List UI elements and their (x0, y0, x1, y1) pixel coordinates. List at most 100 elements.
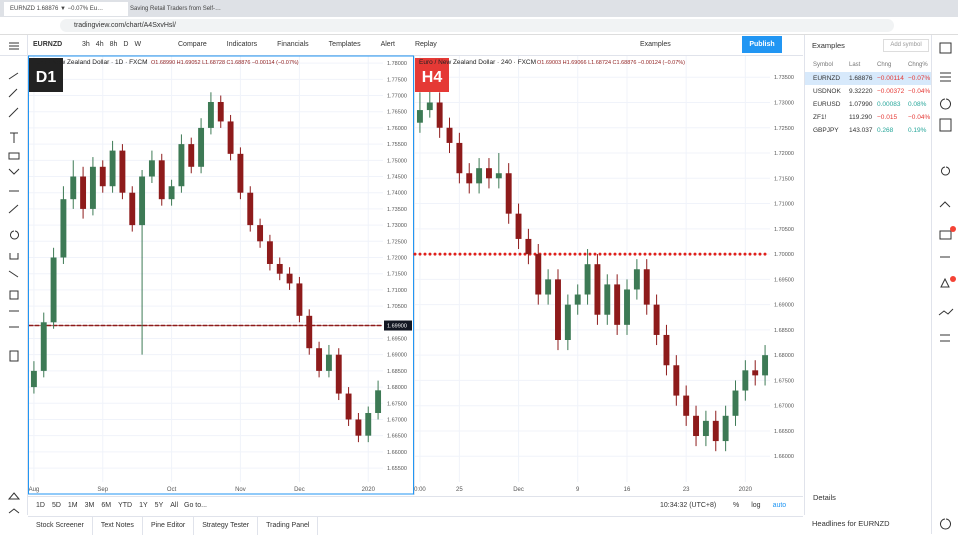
bottom-tab[interactable]: Trading Panel (258, 517, 319, 535)
candle-body (355, 419, 362, 436)
candle-body (247, 192, 254, 226)
watchlist-row[interactable]: USDNOK 9.32220 −0.00372 −0.04% (805, 85, 932, 98)
watchlist-cell: 119.290 (849, 114, 873, 121)
x-tick-label: Dec (513, 487, 524, 493)
intervals: 3h 4h 8h D W (82, 35, 147, 55)
candle-body (515, 213, 522, 239)
scale-option[interactable]: % (733, 502, 740, 509)
scale-option[interactable]: auto (772, 502, 787, 509)
watchlist-row[interactable]: EURNZD 1.68876 −0.00114 −0.07% (805, 72, 932, 85)
range[interactable]: All (170, 502, 179, 509)
candle-body (375, 390, 382, 413)
clock: 10:34:32 (UTC+8) (660, 502, 717, 509)
toolbar-button[interactable]: Compare (178, 41, 207, 48)
candle-body (80, 176, 87, 209)
headlines[interactable]: Headlines for EURNZD (812, 519, 890, 528)
candle-body (564, 304, 571, 340)
candle-body (416, 110, 423, 123)
y-tick-label: 1.68000 (774, 353, 794, 359)
range[interactable]: 1Y (139, 502, 148, 509)
candle-body (325, 354, 332, 371)
watchlist-cell: 143.037 (849, 127, 873, 134)
toolbar-buttons: Compare Indicators Financials Templates Aler… (178, 35, 457, 55)
candle-body (129, 192, 136, 226)
watchlist-title[interactable]: Examples (812, 41, 845, 50)
candle-body (237, 153, 244, 193)
candle-body (653, 304, 660, 335)
toolbar-button[interactable]: Financials (277, 41, 309, 48)
interval[interactable]: D (123, 41, 129, 48)
candle-body (683, 395, 690, 416)
candle-body (426, 102, 433, 111)
y-tick-label: 1.65500 (387, 466, 407, 472)
y-tick-label: 1.72000 (774, 151, 794, 157)
goto[interactable]: Go to... (184, 502, 207, 509)
candle-body (525, 238, 532, 255)
candle-body (722, 415, 729, 442)
y-tick-label: 1.75500 (387, 142, 407, 148)
toolbar-button[interactable]: Replay (414, 41, 437, 48)
watchlist-cell: 0.19% (908, 127, 927, 134)
watchlist-row[interactable]: EURUSD 1.07990 0.00083 0.08% (805, 98, 932, 111)
candle-body (306, 315, 313, 349)
add-symbol[interactable]: Add symbol (883, 39, 929, 52)
range[interactable]: 5Y (154, 502, 164, 509)
range[interactable]: 5D (51, 502, 61, 509)
candle-body (752, 370, 759, 376)
y-tick-label: 1.78000 (387, 61, 407, 67)
x-tick-label: Nov (235, 487, 246, 493)
candle-body (594, 264, 601, 315)
range[interactable]: 1D (36, 502, 45, 509)
date-ranges: 1D 5D 1M 3M 6M YTD 1Y 5Y All (36, 502, 185, 509)
candle-body (762, 355, 769, 376)
watchlist-cell: −0.04% (908, 114, 931, 121)
candle-body (693, 415, 699, 437)
y-tick-label: 1.68500 (774, 328, 794, 334)
publish-button[interactable]: Publish (742, 36, 782, 53)
x-tick-label: 16 (624, 487, 631, 493)
selected-border (28, 55, 414, 495)
range[interactable]: YTD (118, 502, 133, 509)
range[interactable]: 6M (101, 502, 112, 509)
badge: D1 (36, 69, 57, 86)
x-tick-label: 2020 (362, 487, 376, 493)
layout-button[interactable]: Examples (640, 41, 671, 48)
toolbar-button[interactable]: Alert (380, 41, 395, 48)
toolbar-button[interactable]: Templates (328, 41, 361, 48)
candle-body (109, 150, 116, 187)
details[interactable]: Details (813, 493, 836, 502)
chart-title: Euro / New Zealand Dollar · 1D · FXCM (33, 59, 148, 66)
watchlist-row[interactable]: ZF1! 119.290 −0.015 −0.04% (805, 111, 932, 124)
candle-body (168, 186, 175, 200)
x-tick-label: 25 (456, 487, 463, 493)
candle-body (535, 254, 542, 295)
bottom-tab[interactable]: Strategy Tester (194, 517, 259, 535)
scale-option[interactable]: log (751, 502, 761, 509)
candle-body (624, 289, 630, 325)
interval[interactable]: 3h (82, 41, 90, 48)
x-tick-label: 2020 (739, 487, 753, 493)
candle-body (673, 365, 680, 396)
candle-body (207, 102, 214, 128)
y-tick-label: 1.66000 (387, 450, 407, 456)
browser-tab[interactable]: Saving Retail Traders from Self-… (130, 6, 222, 12)
candle-body (335, 354, 342, 394)
bottom-tab[interactable]: Stock Screener (28, 517, 93, 535)
y-tick-label: 1.69000 (774, 303, 794, 309)
bottom-tab[interactable]: Text Notes (93, 517, 143, 535)
interval[interactable]: 4h (95, 41, 104, 48)
interval[interactable]: 8h (109, 41, 118, 48)
y-tick-label: 1.67000 (387, 417, 407, 423)
range[interactable]: 3M (84, 502, 95, 509)
browser-tab[interactable]: EURNZD 1.68876 ▼ −0.07% Eu… (4, 2, 128, 16)
toolbar-button[interactable]: Indicators (226, 41, 258, 48)
url-field[interactable]: tradingview.com/chart/A4SxvHsl/ (60, 19, 894, 32)
interval[interactable]: W (134, 41, 142, 48)
watchlist-row[interactable]: GBPJPY 143.037 0.268 0.19% (805, 124, 932, 137)
watchlist-cell: 1.68876 (849, 75, 873, 82)
x-tick-label: Dec (294, 487, 305, 493)
range[interactable]: 1M (67, 502, 78, 509)
badge: H4 (422, 69, 443, 86)
symbol[interactable]: EURNZD (33, 41, 63, 48)
bottom-tab[interactable]: Pine Editor (143, 517, 195, 535)
